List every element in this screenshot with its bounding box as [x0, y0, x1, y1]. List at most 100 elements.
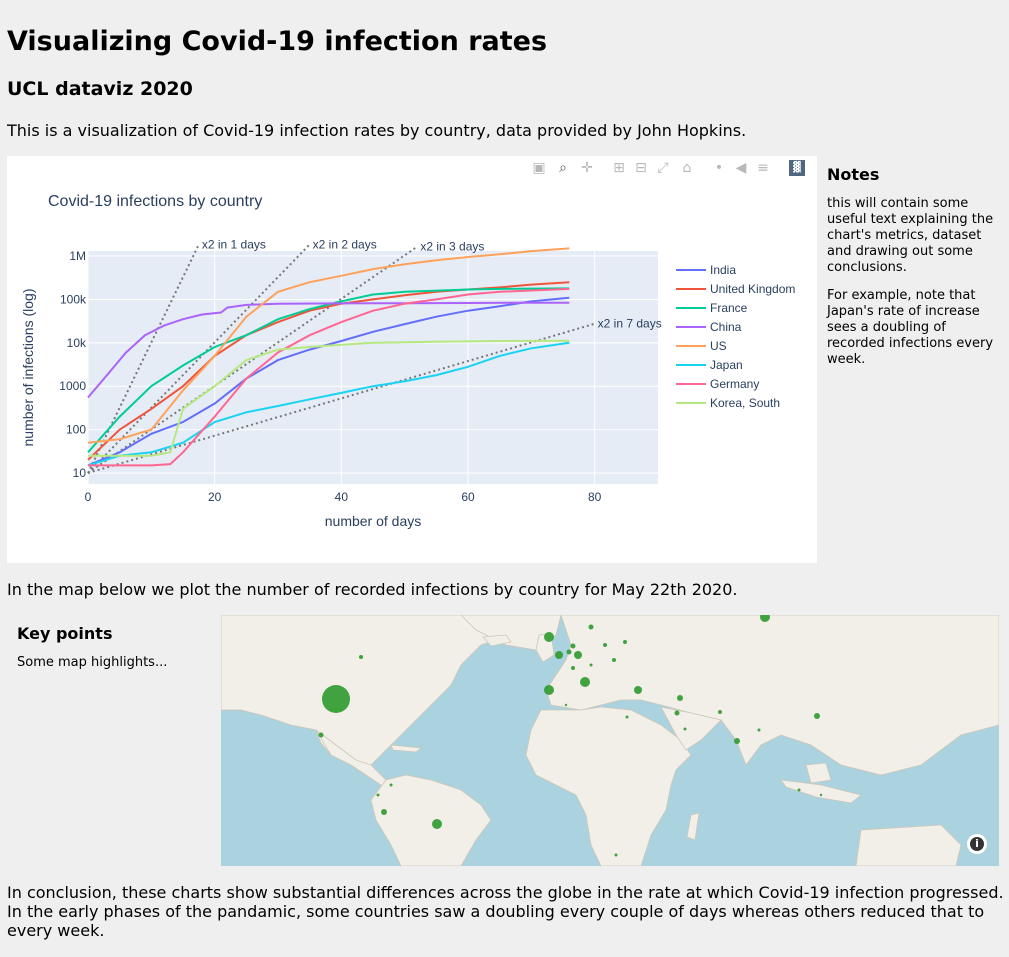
- y-tick-label: 1000: [59, 379, 86, 393]
- marker-colombia[interactable]: [389, 783, 393, 787]
- world-map-canvas[interactable]: [221, 615, 999, 866]
- line-chart[interactable]: 0 20 40 60 80 10 100 1000 10k 100k 1M Covid-19 infe…: [7, 156, 817, 563]
- marker-indonesia[interactable]: [819, 793, 823, 797]
- caribbean-land: [390, 744, 423, 753]
- marker-algeria[interactable]: [564, 703, 568, 707]
- marker-pakistan[interactable]: [718, 710, 722, 714]
- marker-china[interactable]: [814, 713, 820, 719]
- marker-mexico[interactable]: [318, 732, 324, 738]
- hover-closest-icon[interactable]: ◀: [735, 160, 747, 176]
- spike-lines-icon[interactable]: •: [714, 160, 724, 176]
- chart-modebar: ▣ ⌕ ✛ ⊞ ⊟ ⤢ ⌂ • ◀ ≡ ▓: [521, 160, 811, 178]
- plotly-logo-icon[interactable]: ▓: [789, 160, 805, 176]
- autoscale-icon[interactable]: ⤢: [657, 160, 669, 176]
- y-tick-label: 10k: [67, 336, 87, 350]
- key-points-heading: Key points: [17, 624, 113, 643]
- y-tick-label: 1M: [69, 249, 86, 263]
- marker-qatar[interactable]: [683, 727, 687, 731]
- series-line: [88, 339, 570, 457]
- doubling-guide-label: x2 in 1 days: [202, 237, 266, 251]
- x-tick-label: 80: [588, 490, 602, 504]
- marker-brazil[interactable]: [432, 819, 442, 829]
- marker-italy[interactable]: [580, 677, 590, 687]
- southeast-asia-land: [780, 779, 862, 804]
- marker-india[interactable]: [734, 738, 740, 744]
- marker-romania[interactable]: [612, 658, 616, 662]
- doubling-guide-line: [87, 243, 200, 474]
- series-line: [87, 341, 570, 467]
- borneo-land: [805, 762, 832, 784]
- page-title: Visualizing Covid-19 infection rates: [7, 26, 548, 57]
- doubling-guide-line: [87, 243, 311, 474]
- doubling-guide-line: [87, 245, 418, 474]
- land-masses: [221, 615, 999, 866]
- series-line: [87, 247, 570, 444]
- south-america-land: [370, 774, 492, 866]
- marker-spain[interactable]: [544, 685, 554, 695]
- madagascar-land: [686, 812, 700, 841]
- marker-peru[interactable]: [381, 809, 387, 815]
- africa-land: [525, 706, 692, 866]
- marker-ukraine[interactable]: [623, 640, 627, 644]
- marker-austria[interactable]: [589, 663, 593, 667]
- north-america-land: [221, 615, 522, 766]
- page-subtitle: UCL dataviz 2020: [7, 78, 193, 100]
- y-axis-title: number of infections (log): [20, 289, 36, 447]
- legend-label: Germany: [710, 377, 759, 391]
- marker-singapore[interactable]: [797, 788, 801, 792]
- camera-icon[interactable]: ▣: [532, 160, 546, 176]
- iceland-land: [482, 634, 512, 647]
- x-tick-label: 40: [335, 490, 349, 504]
- intro-text: This is a visualization of Covid-19 infe…: [7, 121, 747, 140]
- reset-axes-icon[interactable]: ⌂: [682, 160, 692, 176]
- legend-label: US: [710, 339, 727, 353]
- marker-belgium[interactable]: [566, 649, 572, 655]
- marker-iran[interactable]: [677, 695, 683, 701]
- world-map[interactable]: i: [221, 615, 999, 866]
- series-line: [87, 287, 570, 453]
- conclusion-text: In conclusion, these charts show substan…: [7, 883, 1004, 940]
- marker-canada[interactable]: [359, 655, 363, 659]
- hover-compare-icon[interactable]: ≡: [757, 160, 769, 176]
- legend-label: China: [710, 320, 742, 334]
- notes-paragraph-1: this will contain some useful text expla…: [827, 196, 994, 275]
- x-tick-label: 0: [85, 490, 92, 504]
- marker-netherlands[interactable]: [570, 643, 576, 649]
- chart-card: 0 20 40 60 80 10 100 1000 10k 100k 1M Covid-19 infe…: [7, 156, 817, 563]
- plot-background: [88, 251, 658, 484]
- notes-heading: Notes: [827, 165, 880, 184]
- marker-poland[interactable]: [603, 643, 607, 647]
- doubling-guide-line: [87, 322, 595, 474]
- map-intro-text: In the map below we plot the number of r…: [7, 580, 738, 599]
- key-points-text: Some map highlights...: [17, 655, 168, 670]
- y-tick-label: 10: [73, 466, 87, 480]
- pan-icon[interactable]: ✛: [581, 160, 593, 176]
- y-tick-label: 100: [66, 423, 86, 437]
- marker-turkey[interactable]: [634, 686, 642, 694]
- marker-ecuador[interactable]: [376, 793, 380, 797]
- y-tick-label: 100k: [60, 292, 87, 306]
- key-points-panel: Key points Some map highlights...: [17, 624, 212, 670]
- arabia-land: [660, 706, 722, 751]
- doubling-guide-label: x2 in 2 days: [313, 237, 377, 251]
- marker-switzerland[interactable]: [571, 666, 575, 670]
- marker-france[interactable]: [555, 651, 563, 659]
- legend-label: Japan: [710, 358, 743, 372]
- marker-bangladesh[interactable]: [757, 728, 761, 732]
- x-tick-label: 60: [461, 490, 475, 504]
- marker-uk[interactable]: [544, 632, 554, 642]
- map-info-button[interactable]: i: [967, 834, 987, 854]
- zoom-out-icon[interactable]: ⊟: [635, 160, 647, 176]
- series-line: [87, 301, 570, 399]
- marker-egypt[interactable]: [625, 715, 629, 719]
- zoom-icon[interactable]: ⌕: [559, 160, 567, 176]
- marker-russia[interactable]: [760, 615, 770, 622]
- marker-south-africa[interactable]: [614, 853, 618, 857]
- australia-land: [855, 824, 962, 866]
- infection-markers: [318, 615, 823, 857]
- marker-sweden[interactable]: [588, 624, 594, 630]
- zoom-in-icon[interactable]: ⊞: [613, 160, 625, 176]
- marker-us[interactable]: [322, 685, 350, 713]
- marker-germany[interactable]: [574, 651, 582, 659]
- marker-saudi-arabia[interactable]: [674, 710, 680, 716]
